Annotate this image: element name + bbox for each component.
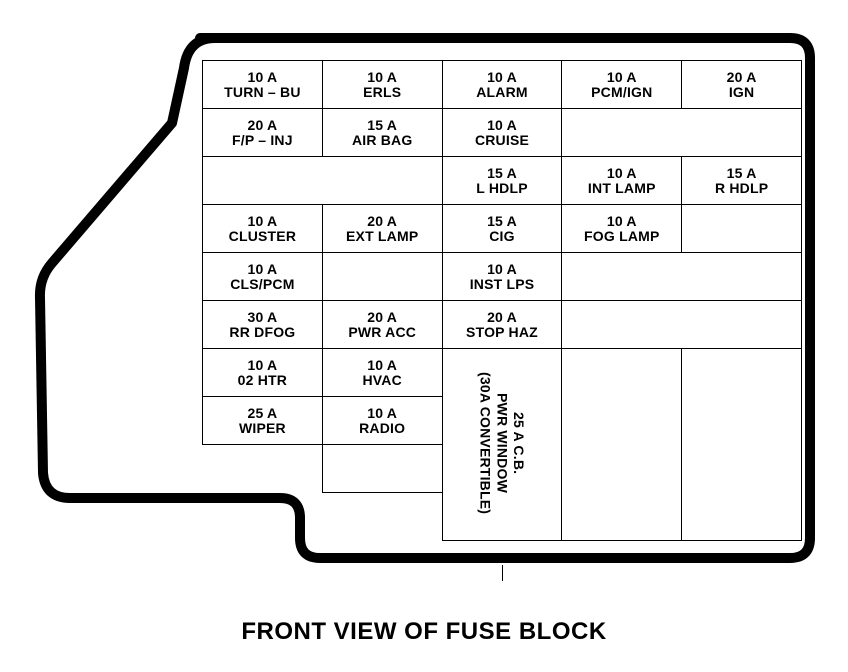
- fuse-label: HVAC: [323, 373, 442, 388]
- fuse-label: INT LAMP: [562, 181, 681, 196]
- fuse-label: PCM/IGN: [562, 85, 681, 100]
- fuse-label: RR DFOG: [203, 325, 322, 340]
- fuse-label: CRUISE: [443, 133, 562, 148]
- pwr-window-label: 25 A C.B. PWR WINDOW (30A CONVERTIBLE): [477, 372, 527, 514]
- fuse-amp: 15 A: [682, 166, 801, 181]
- fuse-amp: 20 A: [323, 214, 442, 229]
- fuse-label: CLUSTER: [203, 229, 322, 244]
- fuse-cell: 10 ACRUISE: [442, 109, 562, 157]
- fuse-cell-empty: [203, 157, 443, 205]
- fuse-label: 02 HTR: [203, 373, 322, 388]
- fuse-amp: 15 A: [323, 118, 442, 133]
- fuse-amp: 10 A: [323, 406, 442, 421]
- fuse-cell: 20 ASTOP HAZ: [442, 301, 562, 349]
- fuse-amp: 15 A: [443, 166, 562, 181]
- pwr-window-line1: 25 A C.B.: [511, 412, 527, 474]
- fuse-label: L HDLP: [443, 181, 562, 196]
- fuse-cell: 10 APCM/IGN: [562, 61, 682, 109]
- fuse-label: ALARM: [443, 85, 562, 100]
- fuse-cell-empty: [562, 109, 802, 157]
- fuse-cell: 15 AL HDLP: [442, 157, 562, 205]
- fuse-amp: 10 A: [562, 70, 681, 85]
- fuse-amp: 30 A: [203, 310, 322, 325]
- fuse-amp: 10 A: [323, 358, 442, 373]
- fuse-cell: 15 AR HDLP: [682, 157, 802, 205]
- fuse-label: AIR BAG: [323, 133, 442, 148]
- fuse-label: TURN – BU: [203, 85, 322, 100]
- fuse-cell-empty: [682, 349, 802, 541]
- fuse-label: F/P – INJ: [203, 133, 322, 148]
- fuse-label: ERLS: [323, 85, 442, 100]
- fuse-cell: 10 ATURN – BU: [203, 61, 323, 109]
- fuse-amp: 15 A: [443, 214, 562, 229]
- fuse-grid: 10 ATURN – BU 10 AERLS 10 AALARM 10 APCM…: [202, 60, 802, 560]
- fuse-amp: 20 A: [323, 310, 442, 325]
- fuse-cell-empty: [203, 445, 323, 493]
- fuse-cell: 10 AERLS: [322, 61, 442, 109]
- fuse-cell-empty: [562, 349, 682, 541]
- fuse-cell-empty: [322, 493, 442, 541]
- fuse-amp: 10 A: [323, 70, 442, 85]
- fuse-label: EXT LAMP: [323, 229, 442, 244]
- fuse-amp: 10 A: [562, 214, 681, 229]
- fuse-cell: 15 AAIR BAG: [322, 109, 442, 157]
- fuse-amp: 10 A: [203, 214, 322, 229]
- fuse-label: WIPER: [203, 421, 322, 436]
- fuse-cell: 20 AIGN: [682, 61, 802, 109]
- fuse-amp: 25 A: [203, 406, 322, 421]
- fuse-amp: 10 A: [203, 70, 322, 85]
- fuse-amp: 10 A: [443, 70, 562, 85]
- fuse-cell: 30 ARR DFOG: [203, 301, 323, 349]
- fuse-label: FOG LAMP: [562, 229, 681, 244]
- fuse-cell: 20 AEXT LAMP: [322, 205, 442, 253]
- fuse-amp: 20 A: [682, 70, 801, 85]
- fuse-cell: 10 AINT LAMP: [562, 157, 682, 205]
- pwr-window-line3: (30A CONVERTIBLE): [478, 372, 494, 514]
- fuse-cell: 10 A02 HTR: [203, 349, 323, 397]
- fuse-amp: 10 A: [203, 358, 322, 373]
- center-tick: [502, 565, 503, 581]
- fuse-cell: 10 ACLS/PCM: [203, 253, 323, 301]
- diagram-caption: FRONT VIEW OF FUSE BLOCK: [0, 618, 848, 646]
- fuse-cell: 10 AINST LPS: [442, 253, 562, 301]
- fuse-cell: 10 AFOG LAMP: [562, 205, 682, 253]
- fuse-label: RADIO: [323, 421, 442, 436]
- fuse-cell: 10 ARADIO: [322, 397, 442, 445]
- fuse-amp: 10 A: [443, 262, 562, 277]
- fuse-label: CLS/PCM: [203, 277, 322, 292]
- fuse-label: INST LPS: [443, 277, 562, 292]
- fuse-cell: 10 AALARM: [442, 61, 562, 109]
- fuse-amp: 10 A: [562, 166, 681, 181]
- fuse-amp: 10 A: [443, 118, 562, 133]
- fuse-amp: 20 A: [203, 118, 322, 133]
- fuse-amp: 10 A: [203, 262, 322, 277]
- fuse-cell-empty: [562, 253, 802, 301]
- fuse-label: STOP HAZ: [443, 325, 562, 340]
- fuse-cell-empty: [562, 301, 802, 349]
- fuse-cell-empty: [322, 253, 442, 301]
- fuse-label: CIG: [443, 229, 562, 244]
- fuse-cell: 25 AWIPER: [203, 397, 323, 445]
- fuse-cell-empty: [682, 205, 802, 253]
- fuse-label: R HDLP: [682, 181, 801, 196]
- fuse-cell: 20 AF/P – INJ: [203, 109, 323, 157]
- pwr-window-line2: PWR WINDOW: [494, 393, 510, 493]
- fuse-cell: 10 ACLUSTER: [203, 205, 323, 253]
- fuse-amp: 20 A: [443, 310, 562, 325]
- fuse-cell: 10 AHVAC: [322, 349, 442, 397]
- fuse-cell: 20 APWR ACC: [322, 301, 442, 349]
- fuse-label: IGN: [682, 85, 801, 100]
- fuse-cell: 15 ACIG: [442, 205, 562, 253]
- fuse-cell-pwr-window: 25 A C.B. PWR WINDOW (30A CONVERTIBLE): [442, 349, 562, 541]
- fuse-cell-empty: [322, 445, 442, 493]
- fuse-cell-empty: [203, 493, 323, 541]
- fuse-table: 10 ATURN – BU 10 AERLS 10 AALARM 10 APCM…: [202, 60, 802, 541]
- fuse-label: PWR ACC: [323, 325, 442, 340]
